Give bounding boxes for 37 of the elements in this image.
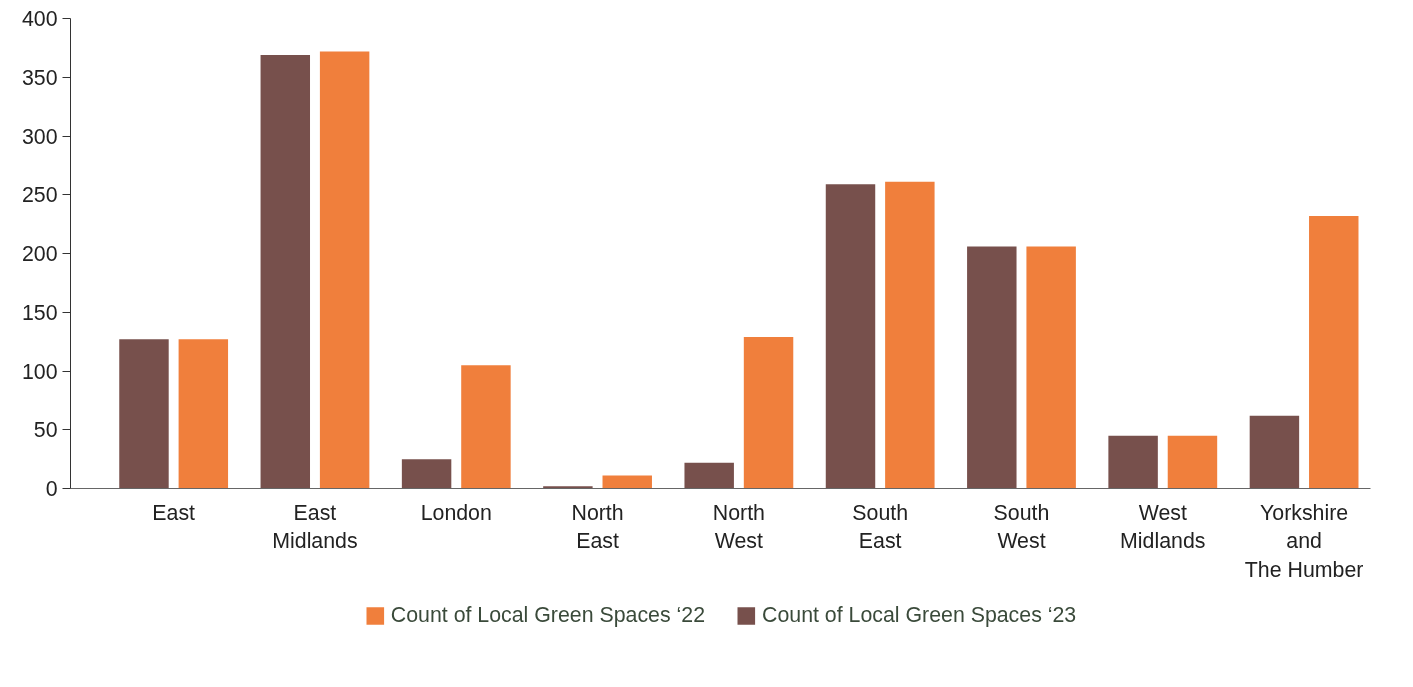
x-tick-label: London — [420, 500, 492, 525]
legend-label: Count of Local Green Spaces ‘22 — [390, 602, 705, 628]
bar — [319, 51, 370, 489]
bar — [1108, 435, 1158, 489]
y-tick-label: 50 — [33, 418, 58, 443]
bar — [602, 475, 652, 489]
bar — [967, 246, 1017, 489]
bar — [825, 184, 876, 489]
x-tick-label: South East — [852, 500, 909, 554]
x-tick-label: North East — [571, 500, 624, 554]
bar — [461, 365, 511, 489]
bar — [401, 459, 452, 489]
x-tick-label: North West — [712, 500, 765, 554]
y-tick-label: 400 — [21, 7, 58, 31]
y-tick-label: 100 — [21, 359, 58, 384]
bar — [119, 339, 169, 489]
bar — [743, 336, 794, 489]
legend-label: Count of Local Green Spaces ‘23 — [762, 602, 1077, 628]
x-tick-label: Yorkshire and The Humber — [1244, 500, 1364, 583]
y-tick-label: 300 — [21, 124, 58, 149]
bar — [885, 181, 935, 489]
bar — [684, 462, 734, 489]
x-tick-label: South West — [993, 500, 1050, 554]
bar — [1167, 435, 1218, 489]
bar — [260, 54, 311, 489]
bar — [1249, 415, 1300, 489]
x-tick-label: East — [152, 500, 196, 525]
y-tick-label: 150 — [21, 300, 58, 325]
bar — [1026, 246, 1076, 489]
bar — [178, 339, 229, 489]
x-tick-label: West Midlands — [1120, 500, 1206, 554]
y-tick-label: 0 — [45, 477, 58, 501]
y-tick-label: 350 — [21, 65, 58, 90]
bar — [1309, 215, 1359, 489]
y-tick-label: 250 — [21, 183, 58, 208]
x-tick-label: East Midlands — [272, 500, 358, 554]
y-tick-label: 200 — [21, 242, 58, 266]
